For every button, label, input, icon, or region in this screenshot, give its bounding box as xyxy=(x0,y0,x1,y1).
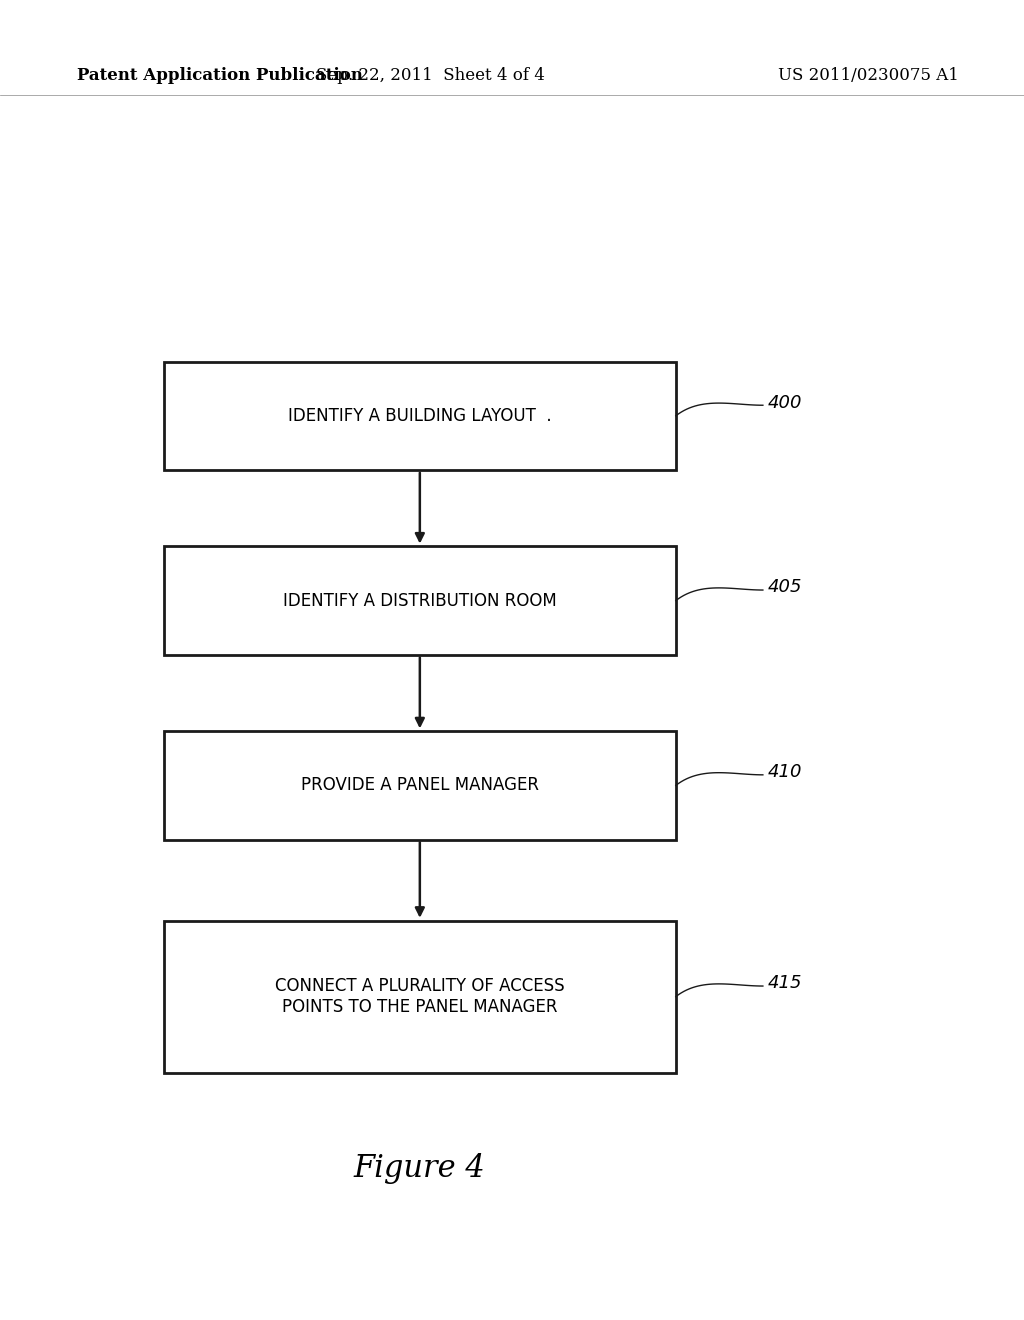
Text: Patent Application Publication: Patent Application Publication xyxy=(77,67,362,83)
Text: US 2011/0230075 A1: US 2011/0230075 A1 xyxy=(778,67,959,83)
Text: 405: 405 xyxy=(768,578,803,597)
Bar xyxy=(164,921,676,1072)
Text: Sep. 22, 2011  Sheet 4 of 4: Sep. 22, 2011 Sheet 4 of 4 xyxy=(315,67,545,83)
Text: 400: 400 xyxy=(768,393,803,412)
Text: CONNECT A PLURALITY OF ACCESS
POINTS TO THE PANEL MANAGER: CONNECT A PLURALITY OF ACCESS POINTS TO … xyxy=(275,977,564,1016)
Bar xyxy=(164,731,676,840)
Bar xyxy=(164,362,676,470)
Text: IDENTIFY A DISTRIBUTION ROOM: IDENTIFY A DISTRIBUTION ROOM xyxy=(283,591,557,610)
Text: PROVIDE A PANEL MANAGER: PROVIDE A PANEL MANAGER xyxy=(301,776,539,795)
Text: Figure 4: Figure 4 xyxy=(354,1152,485,1184)
Text: IDENTIFY A BUILDING LAYOUT  .: IDENTIFY A BUILDING LAYOUT . xyxy=(288,407,552,425)
Text: 410: 410 xyxy=(768,763,803,781)
Bar xyxy=(164,546,676,655)
Text: 415: 415 xyxy=(768,974,803,993)
